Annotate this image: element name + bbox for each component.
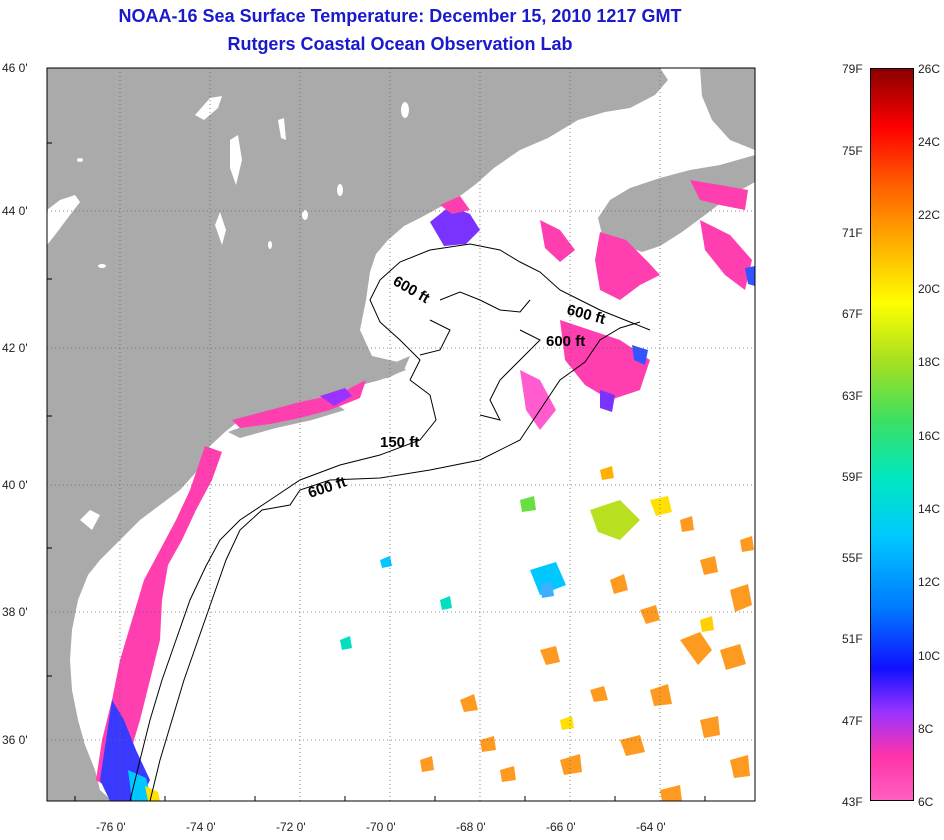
sst-mid-patches: [340, 466, 714, 730]
colorbar-c-label: 26C: [918, 62, 941, 76]
sst-coastal-band: [96, 380, 366, 801]
colorbar-f-label: 71F: [842, 226, 863, 240]
lat-label: 40 0': [2, 478, 28, 492]
sst-gulf-of-maine: [430, 180, 755, 430]
lon-label: -74 0': [186, 820, 216, 834]
colorbar-c-label: 24C: [918, 135, 941, 149]
land-nova-scotia: [598, 155, 755, 252]
land-cape-cod: [366, 356, 410, 380]
colorbar-f-label: 63F: [842, 389, 863, 403]
lon-label: -68 0': [456, 820, 486, 834]
colorbar-f-label: 79F: [842, 62, 863, 76]
colorbar-f-label: 55F: [842, 551, 863, 565]
lat-label: 46 0': [2, 61, 28, 75]
land-cape-breton: [700, 68, 755, 150]
colorbar-c-label: 6C: [918, 795, 934, 809]
colorbar-c-label: 22C: [918, 208, 941, 222]
colorbar-c-label: 18C: [918, 355, 941, 369]
colorbar-f-label: 47F: [842, 714, 863, 728]
temperature-colorbar: [870, 68, 914, 801]
lat-label: 36 0': [2, 733, 28, 747]
lat-label: 38 0': [2, 605, 28, 619]
inland-lakes: [47, 96, 409, 720]
colorbar-f-label: 67F: [842, 307, 863, 321]
lon-label: -66 0': [546, 820, 576, 834]
colorbar-c-label: 16C: [918, 429, 941, 443]
colorbar-c-label: 8C: [918, 722, 934, 736]
colorbar-c-label: 12C: [918, 575, 941, 589]
lon-label: -76 0': [96, 820, 126, 834]
lon-label: -70 0': [366, 820, 396, 834]
colorbar-c-label: 10C: [918, 649, 941, 663]
map-frame: [46, 67, 756, 802]
lon-label: -64 0': [636, 820, 666, 834]
map-subtitle: Rutgers Coastal Ocean Observation Lab: [227, 34, 573, 54]
colorbar-f-label: 59F: [842, 470, 863, 484]
bathymetry-contours: [129, 243, 651, 801]
land-mainland: [47, 68, 668, 801]
lat-label: 42 0': [2, 341, 28, 355]
colorbar-f-label: 51F: [842, 632, 863, 646]
contour-label: 150 ft: [380, 434, 419, 451]
axis-ticks: [47, 142, 706, 801]
lat-label: 44 0': [2, 204, 28, 218]
contour-label: 600 ft: [546, 333, 585, 350]
map-title: NOAA-16 Sea Surface Temperature: Decembe…: [118, 6, 682, 26]
lon-label: -72 0': [276, 820, 306, 834]
colorbar-f-label: 75F: [842, 144, 863, 158]
colorbar-c-label: 14C: [918, 502, 941, 516]
colorbar-c-label: 20C: [918, 282, 941, 296]
colorbar-f-label: 43F: [842, 795, 863, 809]
